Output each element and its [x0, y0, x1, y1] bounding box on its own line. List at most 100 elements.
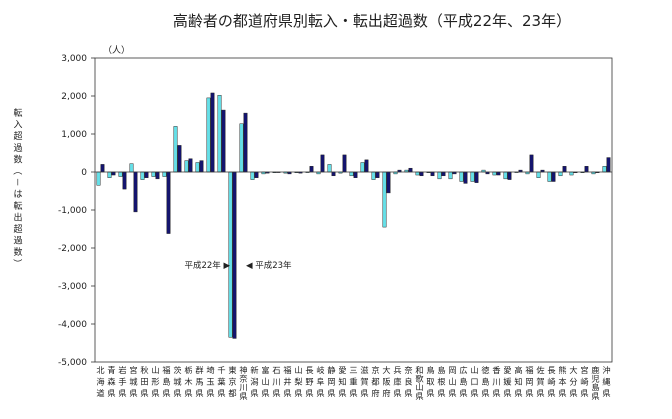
category-label: 県	[459, 388, 467, 398]
category-label: 木	[184, 377, 192, 387]
category-label: 阜	[316, 377, 324, 387]
bar-h23	[221, 109, 226, 173]
bar-h23	[496, 171, 501, 176]
category-label: 庫	[393, 377, 401, 387]
category-label: 県	[591, 391, 599, 401]
category-label: 愛	[503, 365, 511, 375]
category-label: 阪	[382, 377, 390, 387]
bar-h23	[188, 158, 193, 173]
category-label: 県	[162, 388, 170, 398]
category-label: 県	[294, 388, 302, 398]
category-label: 福	[162, 365, 170, 375]
category-label: 山	[151, 365, 159, 375]
bar-h22	[448, 171, 453, 180]
bar-h23	[232, 171, 237, 339]
category-label: 静	[327, 365, 335, 375]
unit-label: （人）	[103, 45, 130, 56]
bar-h23	[210, 92, 215, 173]
category-label: 宮	[129, 365, 137, 375]
bar-h22	[250, 171, 255, 180]
y-tick-label: 1,000	[61, 130, 87, 140]
category-label: 北	[96, 365, 104, 375]
category-label: 長	[305, 365, 313, 375]
category-label: 府	[371, 388, 379, 398]
category-label: 県	[514, 388, 522, 398]
category-label: 野	[305, 377, 313, 387]
category-label: 玉	[206, 377, 214, 387]
category-label: 縄	[602, 377, 610, 387]
category-label: 京	[371, 365, 379, 375]
category-label: 愛	[338, 365, 346, 375]
bar-h23	[507, 171, 512, 180]
bar-h22	[173, 126, 178, 173]
bar-h22	[96, 171, 101, 186]
bar-h23	[243, 112, 248, 173]
category-label: 城	[173, 377, 181, 387]
bar-h22	[140, 171, 145, 180]
category-label: 岐	[316, 365, 324, 375]
category-label: 歌	[415, 374, 424, 384]
plot-area	[94, 57, 613, 363]
category-label: 沖	[602, 365, 610, 375]
category-label: 川	[492, 377, 500, 387]
category-label: 徳	[481, 365, 489, 375]
category-label: 県	[217, 388, 225, 398]
category-label: 県	[239, 391, 247, 401]
category-label: 埼	[206, 365, 214, 375]
category-label: 県	[118, 388, 126, 398]
category-label: 葉	[217, 377, 225, 387]
y-tick-label: 3,000	[61, 54, 87, 64]
y-label-glyph: 過	[13, 143, 22, 154]
y-label-glyph: －	[12, 178, 22, 187]
bar-h23	[606, 157, 611, 173]
bar-h22	[503, 171, 508, 180]
category-label: 島	[459, 377, 467, 387]
category-label: 形	[151, 377, 159, 387]
category-label: 田	[140, 377, 148, 387]
bar-h23	[386, 171, 391, 194]
category-label: 岡	[327, 377, 335, 387]
bar-h23	[364, 159, 369, 173]
category-label: 根	[437, 377, 445, 387]
category-label: 県	[250, 388, 258, 398]
category-label: 県	[481, 388, 489, 398]
y-label-glyph: 数	[13, 153, 22, 165]
category-label: 県	[558, 388, 566, 398]
category-label: 山	[294, 365, 302, 375]
category-label: 鳥	[426, 365, 434, 375]
y-label-glyph: は	[13, 189, 22, 200]
category-label: 県	[349, 388, 357, 398]
bar-h22	[195, 162, 200, 173]
category-label: 馬	[195, 377, 203, 387]
category-label: 奈	[239, 374, 247, 384]
category-label: 県	[492, 388, 500, 398]
category-label: 長	[547, 365, 555, 375]
category-label: 和	[415, 365, 423, 375]
bar-h22	[360, 162, 365, 173]
category-label: 鹿	[591, 365, 599, 375]
category-label: 岩	[118, 365, 126, 375]
category-label: 重	[349, 377, 357, 387]
bar-h23	[463, 171, 468, 184]
category-label: 知	[514, 377, 522, 387]
category-label: 大	[569, 365, 577, 375]
category-label: 海	[96, 377, 104, 387]
category-label: 良	[404, 377, 412, 387]
category-label: 東	[228, 365, 236, 375]
category-label: 潟	[250, 377, 258, 387]
category-label: 県	[536, 388, 544, 398]
bar-h23	[430, 171, 435, 177]
bar-h23	[551, 171, 556, 182]
category-label: 茨	[173, 365, 181, 375]
category-label: 児	[591, 374, 599, 384]
bar-h22	[107, 171, 112, 178]
category-label: 分	[569, 377, 577, 387]
y-label-glyph: ）	[12, 259, 23, 268]
category-label: 大	[382, 365, 390, 375]
y-label-glyph: 入	[13, 120, 22, 131]
y-label-glyph: 数	[13, 246, 22, 258]
category-label: 川	[239, 382, 247, 392]
bar-h22	[382, 171, 387, 228]
category-label: 県	[415, 391, 423, 401]
bar-h22	[228, 171, 233, 338]
